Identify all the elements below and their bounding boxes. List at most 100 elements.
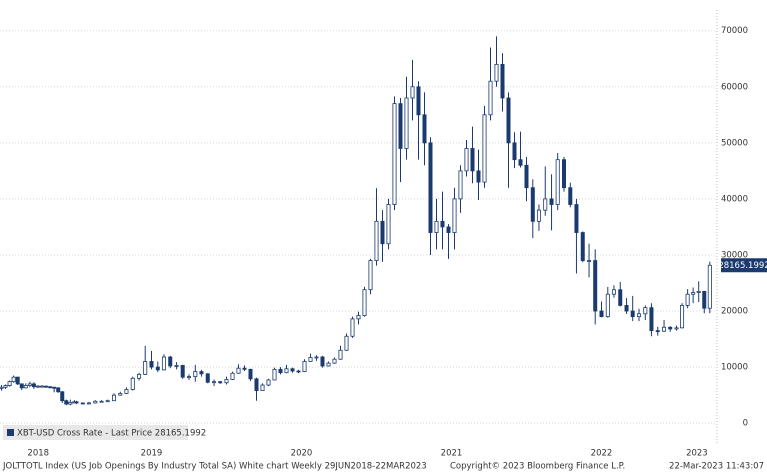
candle-body (506, 97, 511, 144)
candle-body (68, 401, 73, 405)
candle-body (404, 97, 409, 149)
x-tick-label: 2019 (141, 449, 163, 459)
candle-body (224, 379, 229, 384)
candle-body (685, 293, 690, 306)
footer-timestamp: 22-Mar-2023 11:43:07 (669, 462, 764, 472)
candle-body (696, 291, 701, 293)
candle-body (236, 367, 241, 374)
candle-body (56, 387, 61, 393)
candle-body (649, 307, 654, 332)
legend-swatch (7, 429, 14, 436)
candle-body (374, 220, 379, 261)
candle-body (668, 326, 673, 330)
candle-body (19, 383, 24, 389)
candle-body (105, 400, 110, 403)
candle-body (362, 289, 367, 316)
candle-body (386, 204, 391, 245)
candle-body (161, 356, 166, 371)
candle-body (580, 232, 585, 261)
candle-body (118, 393, 123, 396)
candle-body (186, 376, 191, 379)
candle-body (618, 289, 623, 306)
candle-body (446, 226, 451, 233)
candle-body (344, 335, 349, 351)
y-tick-label: 30000 (721, 250, 748, 260)
y-tick-label: 0 (743, 419, 748, 429)
candle-body (555, 159, 560, 205)
candle-body (180, 364, 185, 378)
candle-body (398, 103, 403, 149)
candle-body (284, 368, 289, 374)
y-tick-label: 60000 (721, 82, 748, 92)
candle-body (655, 330, 660, 333)
candle-body (64, 400, 69, 405)
candle-body (500, 63, 505, 99)
candle-body (350, 318, 355, 337)
candle-body (458, 170, 463, 200)
y-tick-label: 70000 (721, 26, 748, 36)
candle-body (452, 198, 457, 233)
candle-body (434, 220, 439, 233)
candle-body (199, 371, 204, 375)
candle-body (476, 170, 481, 183)
candle-body (314, 356, 319, 359)
candle-body (124, 389, 129, 394)
candle-body (624, 305, 629, 312)
legend-label: XBT-USD Cross Rate - Last Price 28165.19… (17, 429, 206, 439)
candle-body (149, 361, 154, 368)
candle-body (254, 378, 259, 392)
candle-body (93, 400, 98, 404)
candle-body (637, 313, 642, 318)
x-tick-label: 2021 (441, 449, 463, 459)
candle-body (31, 383, 36, 388)
candle-body (52, 386, 57, 389)
candle-body (530, 187, 535, 222)
candle-body (380, 220, 385, 245)
candle-body (536, 209, 541, 222)
x-tick-label: 2023 (686, 449, 708, 459)
candle-body (74, 401, 79, 404)
candle-body (494, 63, 499, 82)
candle-body (266, 379, 271, 386)
candle-body (440, 220, 445, 228)
candle-body (15, 376, 20, 385)
candle-body (3, 385, 8, 388)
candle-body (80, 402, 85, 405)
candle-body (662, 326, 667, 332)
candle-body (392, 103, 397, 205)
candle-body (630, 310, 635, 318)
candle-body (7, 381, 12, 386)
candle-body (218, 381, 223, 384)
candle-body (332, 358, 337, 364)
candle-body (428, 142, 433, 233)
candle-body (599, 310, 604, 318)
candle-body (680, 305, 685, 329)
candle-body (707, 264, 712, 309)
candle-body (568, 187, 573, 205)
candle-body (320, 356, 325, 367)
candle-body (410, 86, 415, 99)
candle-body (260, 384, 265, 392)
candle-body (326, 362, 331, 367)
candle-body (338, 349, 343, 360)
candle-body (11, 376, 16, 383)
candle-body (593, 260, 598, 312)
candle-body (0, 386, 4, 389)
candle-body (248, 368, 253, 380)
candle-body (155, 366, 160, 371)
candle-body (543, 198, 548, 211)
candle-body (99, 400, 104, 403)
candle-body (112, 394, 117, 402)
y-tick-label: 40000 (721, 194, 748, 204)
candle-body (587, 260, 592, 262)
candle-body (512, 142, 517, 161)
y-tick-label: 20000 (721, 307, 748, 317)
candle-body (23, 385, 28, 389)
candle-body (691, 292, 696, 295)
price-tag (721, 258, 767, 273)
price-tag-label: 28165.1992 (718, 261, 767, 271)
candle-body (168, 356, 173, 367)
candle-body (518, 159, 523, 166)
